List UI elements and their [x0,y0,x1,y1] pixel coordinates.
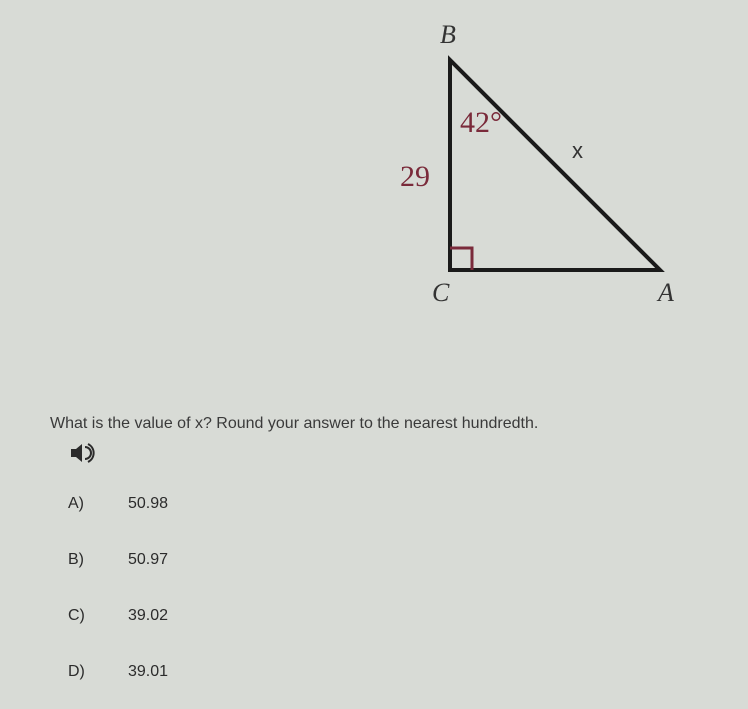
audio-icon[interactable] [70,442,96,470]
vertex-label-C: C [432,278,449,308]
vertex-label-B: B [440,20,456,50]
option-label: C) [68,607,128,625]
vertex-label-A: A [658,278,674,308]
question-text: What is the value of x? Round your answe… [50,415,538,433]
right-angle-marker [450,248,472,270]
option-A[interactable]: A) 50.98 [68,495,168,513]
option-value: 39.02 [128,607,168,625]
triangle-shape [450,60,660,270]
side-label-x: x [572,138,583,164]
option-C[interactable]: C) 39.02 [68,607,168,625]
option-label: D) [68,663,128,681]
option-B[interactable]: B) 50.97 [68,551,168,569]
option-value: 39.01 [128,663,168,681]
triangle-diagram: B C A x 29 42° [380,20,700,330]
option-D[interactable]: D) 39.01 [68,663,168,681]
option-label: B) [68,551,128,569]
side-label-29: 29 [400,160,430,194]
option-value: 50.98 [128,495,168,513]
worksheet-page: { "diagram": { "vertices": { "B": { "lab… [0,0,748,709]
angle-label-42: 42° [460,106,502,140]
option-value: 50.97 [128,551,168,569]
answer-options: A) 50.98 B) 50.97 C) 39.02 D) 39.01 [68,495,168,681]
option-label: A) [68,495,128,513]
